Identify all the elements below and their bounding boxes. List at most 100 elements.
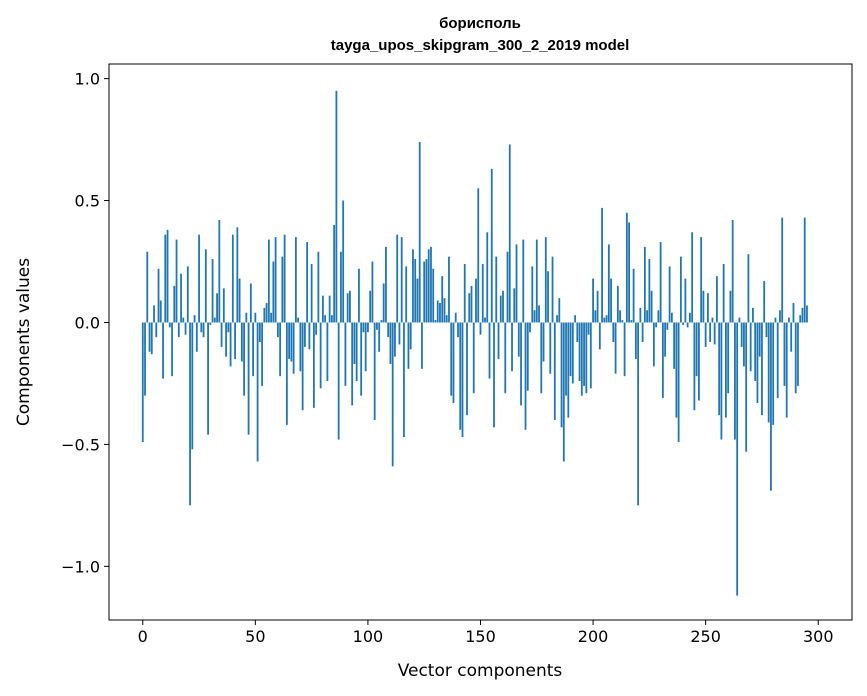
bar: [643, 246, 646, 323]
bar: [220, 322, 223, 347]
bar: [531, 266, 534, 323]
bar: [770, 322, 772, 491]
bar: [409, 322, 412, 350]
bar: [589, 322, 592, 389]
bar: [562, 322, 565, 462]
bar: [207, 322, 209, 435]
bar: [416, 278, 419, 323]
bar: [186, 266, 189, 323]
bar: [290, 322, 293, 362]
bar: [698, 322, 700, 401]
bar: [650, 290, 653, 323]
x-tick-label: 0: [138, 627, 148, 646]
bar: [382, 283, 385, 323]
bar: [553, 322, 556, 421]
plot-frame: [108, 63, 853, 621]
bar: [355, 322, 358, 382]
bar: [648, 259, 651, 323]
bar: [146, 251, 149, 323]
bar: [310, 263, 313, 323]
bar: [481, 263, 484, 323]
bar: [625, 212, 628, 323]
bar: [535, 239, 538, 323]
bar: [252, 322, 254, 377]
bar: [349, 290, 351, 323]
bar: [700, 237, 703, 323]
bar: [245, 312, 248, 323]
bar: [515, 244, 518, 323]
bar: [204, 249, 207, 323]
bar: [432, 268, 435, 323]
bar: [628, 222, 630, 323]
bar: [216, 293, 218, 323]
bar: [256, 322, 259, 462]
bar: [270, 312, 273, 323]
y-tick-label: −1.0: [61, 557, 100, 576]
y-axis-label: Components values: [14, 258, 34, 426]
bar: [578, 322, 581, 382]
bar: [333, 224, 336, 323]
bar: [610, 278, 612, 323]
bar: [331, 315, 333, 323]
bar: [688, 312, 691, 323]
bar: [666, 322, 669, 330]
bar: [560, 322, 563, 428]
bar: [799, 315, 802, 323]
bar: [157, 268, 160, 323]
bar: [153, 305, 155, 323]
bar: [328, 295, 331, 323]
bar: [340, 251, 342, 323]
bar: [540, 322, 543, 394]
bar: [301, 322, 304, 411]
x-tick-label: 50: [245, 627, 265, 646]
bar: [168, 322, 171, 328]
bar: [779, 310, 781, 323]
bar: [716, 276, 718, 323]
bar: [468, 293, 471, 323]
bar: [574, 315, 576, 323]
bar: [362, 322, 365, 333]
bar: [189, 322, 191, 506]
bar: [727, 322, 730, 394]
bar: [754, 322, 757, 382]
bar: [709, 322, 712, 342]
bar: [504, 322, 507, 394]
bar: [427, 249, 430, 323]
bar: [797, 322, 799, 386]
bar: [677, 322, 680, 442]
bar: [439, 302, 441, 323]
bar: [141, 322, 144, 442]
x-tick-label: 100: [353, 627, 384, 646]
bar: [209, 322, 212, 325]
bar: [265, 302, 268, 323]
bar: [684, 278, 687, 323]
bar: [171, 322, 173, 377]
bar: [513, 288, 516, 323]
bar: [605, 315, 608, 323]
y-tick-label: −0.5: [61, 435, 100, 454]
bar: [544, 237, 547, 323]
bar: [713, 322, 716, 345]
x-tick-label: 200: [578, 627, 609, 646]
bar: [344, 322, 347, 386]
bar: [236, 227, 239, 323]
bar: [315, 322, 318, 335]
bar: [267, 239, 270, 323]
bar: [522, 239, 525, 323]
bar: [704, 322, 707, 347]
bar: [150, 322, 153, 355]
bar: [486, 232, 489, 323]
bar: [448, 256, 450, 323]
bar: [520, 322, 522, 406]
bar: [565, 322, 567, 396]
bar: [686, 322, 689, 328]
x-tick-label: 150: [465, 627, 496, 646]
bar: [364, 322, 367, 372]
bar: [391, 322, 394, 467]
bar: [502, 290, 504, 323]
bar: [466, 322, 468, 416]
bar: [258, 322, 261, 342]
bar: [776, 322, 779, 399]
bar: [353, 322, 356, 364]
